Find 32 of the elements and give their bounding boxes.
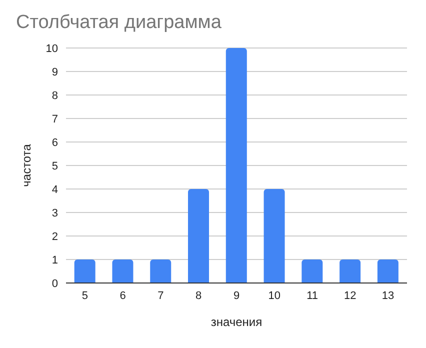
y-tick-label: 2: [52, 230, 58, 243]
bar: [340, 260, 361, 283]
y-tick-label: 8: [52, 90, 58, 102]
y-tick-label: 9: [52, 66, 58, 78]
x-tick-label: 13: [382, 290, 394, 302]
bar: [377, 260, 398, 283]
y-tick-label: 1: [52, 254, 58, 266]
x-tick-label: 12: [344, 290, 356, 302]
y-axis-title: частота: [19, 144, 34, 187]
x-tick-label: 7: [158, 290, 164, 302]
y-tick-label: 6: [52, 136, 58, 149]
x-tick-label: 8: [196, 290, 202, 302]
bar: [264, 189, 285, 283]
x-tick-label: 6: [120, 290, 126, 302]
chart-title: Столбчатая диаграмма: [16, 12, 222, 34]
y-tick-label: 0: [52, 278, 58, 290]
x-tick-label: 11: [306, 290, 318, 302]
bar: [226, 48, 247, 283]
y-tick-label: 4: [52, 184, 58, 196]
bar: [188, 189, 209, 283]
y-tick-label: 10: [46, 42, 58, 55]
x-axis-title: значения: [210, 315, 262, 329]
x-tick-label: 10: [268, 290, 281, 302]
x-tick-label: 5: [82, 290, 88, 302]
x-tick-label: 9: [233, 290, 240, 302]
bar: [302, 260, 323, 283]
bar: [150, 260, 172, 283]
y-tick-label: 7: [52, 113, 58, 126]
y-tick-label: 5: [52, 160, 58, 172]
y-tick-label: 3: [52, 207, 58, 220]
bar: [112, 260, 134, 283]
bar: [74, 260, 96, 283]
